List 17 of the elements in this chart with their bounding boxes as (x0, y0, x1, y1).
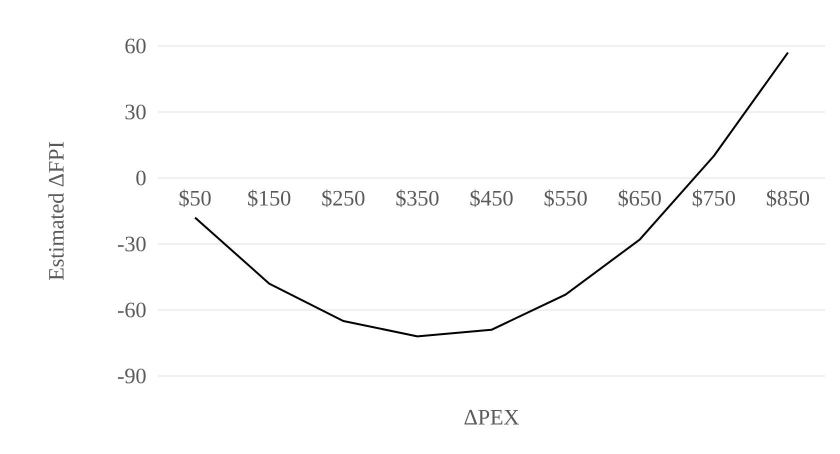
x-tick-label: $850 (766, 190, 810, 208)
x-axis-title: ΔPEX (464, 410, 519, 424)
y-axis-title: Estimated ΔFPI (48, 142, 64, 280)
x-tick-label: $650 (618, 190, 661, 208)
y-tick-label: 0 (136, 170, 146, 186)
y-tick-label: 60 (125, 38, 146, 54)
x-tick-label: $550 (544, 190, 587, 208)
x-tick-label: $50 (180, 190, 211, 208)
x-tick-label: $750 (692, 190, 735, 208)
x-tick-label: $250 (322, 190, 364, 208)
x-tick-label: $150 (248, 190, 290, 208)
y-tick-label: -90 (118, 368, 146, 384)
y-tick-label: -60 (118, 302, 146, 318)
x-tick-label: $350 (396, 190, 439, 208)
y-tick-label: -30 (118, 236, 146, 252)
x-tick-label: $450 (470, 190, 513, 208)
y-tick-label: 30 (126, 104, 146, 120)
